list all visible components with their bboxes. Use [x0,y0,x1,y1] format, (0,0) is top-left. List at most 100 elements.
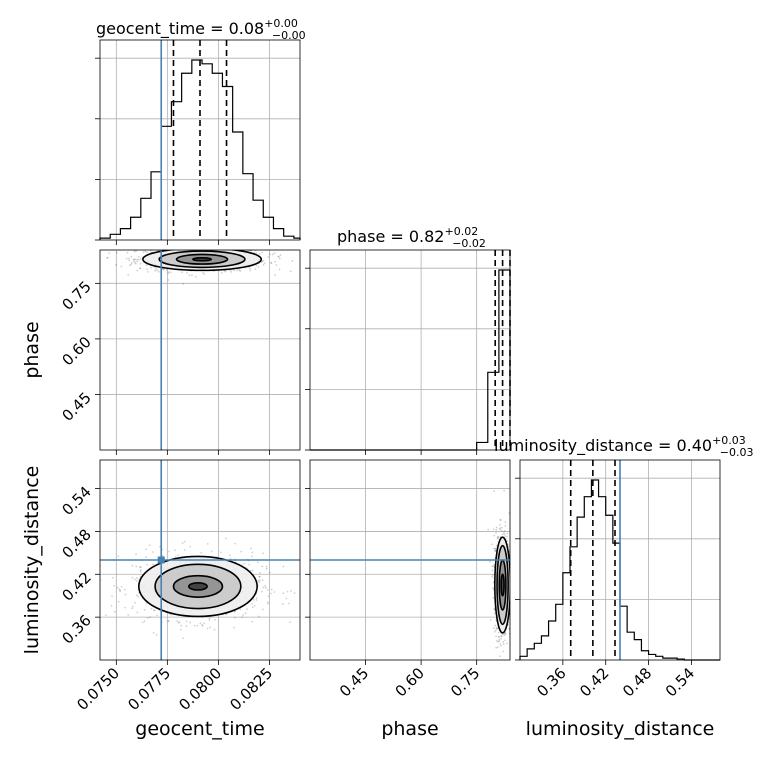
pair-geocent-time-vs-luminosity-distance-sample-point [225,613,228,616]
pair-geocent-time-vs-luminosity-distance-sample-point [143,608,146,611]
pair-geocent-time-vs-phase-ytick-label-0: 0.45 [58,389,94,425]
hist-luminosity-distance-xtick-label-3: 0.54 [662,664,698,700]
pair-geocent-time-vs-luminosity-distance-sample-point [148,544,151,547]
pair-geocent-time-vs-luminosity-distance-sample-point [111,576,114,579]
pair-geocent-time-vs-luminosity-distance-sample-point [255,597,258,600]
pair-geocent-time-vs-luminosity-distance-sample-point [133,578,136,581]
pair-phase-vs-luminosity-distance-sample-point [491,565,494,568]
pair-geocent-time-vs-luminosity-distance-sample-point [234,542,237,545]
pair-geocent-time-vs-luminosity-distance-sample-point [266,589,269,591]
pair-geocent-time-vs-luminosity-distance-ytick-label-2: 0.48 [58,526,94,562]
pair-geocent-time-vs-phase-ytick-label-1: 0.60 [58,333,94,369]
pair-phase-vs-luminosity-distance-sample-point [506,642,508,645]
pair-phase-vs-luminosity-distance-sample-point [500,637,503,640]
pair-geocent-time-vs-phase-sample-point [274,274,277,276]
pair-geocent-time-vs-phase-sample-point [227,244,229,246]
pair-geocent-time-vs-phase-sample-point [162,268,165,271]
pair-geocent-time-vs-phase-sample-point [167,271,170,274]
pair-geocent-time-vs-luminosity-distance-sample-point [252,598,255,601]
pair-geocent-time-vs-phase-sample-point [191,274,193,277]
pair-phase-vs-luminosity-distance-sample-point [504,535,507,538]
pair-phase-vs-luminosity-distance-sample-point [495,529,498,531]
pair-phase-vs-luminosity-distance-contour-0 [500,573,505,597]
pair-phase-vs-luminosity-distance-xtick-label-1: 0.60 [392,664,428,700]
pair-geocent-time-vs-luminosity-distance-sample-point [135,579,138,582]
pair-geocent-time-vs-phase-sample-point [257,266,260,268]
pair-geocent-time-vs-luminosity-distance-sample-point [124,593,127,596]
pair-phase-vs-luminosity-distance-sample-point [504,631,507,634]
pair-phase-vs-luminosity-distance-sample-point [500,644,503,647]
pair-geocent-time-vs-luminosity-distance-sample-point [135,594,138,597]
pair-phase-vs-luminosity-distance-sample-point [506,535,509,538]
pair-geocent-time-vs-phase-sample-point [291,260,294,262]
pair-geocent-time-vs-phase-sample-point [167,272,170,275]
pair-geocent-time-vs-luminosity-distance-sample-point [176,620,179,623]
pair-phase-vs-luminosity-distance-contour-3 [494,536,510,634]
pair-phase-vs-luminosity-distance-sample-point [510,601,512,603]
pair-geocent-time-vs-luminosity-distance-sample-point [123,588,126,591]
pair-geocent-time-vs-phase-sample-point [273,252,276,255]
pair-phase-vs-luminosity-distance-sample-point [491,569,494,572]
pair-phase-vs-luminosity-distance-sample-point [511,601,513,603]
pair-geocent-time-vs-phase-sample-point [176,247,178,249]
pair-geocent-time-vs-phase-sample-point [232,245,234,247]
pair-geocent-time-vs-luminosity-distance-sample-point [141,621,144,624]
pair-geocent-time-vs-phase-sample-point [289,270,292,273]
pair-geocent-time-vs-phase-sample-point [185,247,187,249]
pair-geocent-time-vs-luminosity-distance-sample-point [262,586,265,589]
pair-geocent-time-vs-luminosity-distance-sample-point [117,600,120,603]
pair-geocent-time-vs-luminosity-distance-sample-point [156,614,158,617]
pair-geocent-time-vs-phase-sample-point [228,245,230,247]
pair-phase-vs-luminosity-distance-sample-point [512,589,514,591]
pair-geocent-time-vs-luminosity-distance-sample-point [233,610,236,613]
pair-geocent-time-vs-luminosity-distance-contour-1 [172,574,224,598]
pair-geocent-time-vs-luminosity-distance-sample-point [273,591,276,593]
pair-geocent-time-vs-phase-sample-point [136,260,138,263]
pair-phase-vs-luminosity-distance-xtick-label-2: 0.75 [447,664,483,700]
pair-geocent-time-vs-luminosity-distance-sample-point [137,595,139,598]
pair-geocent-time-vs-phase-sample-point [181,271,184,274]
panel-title-geocent-time-main: geocent_time = 0.08 [96,19,264,39]
pair-geocent-time-vs-luminosity-distance-sample-point [267,595,270,598]
pair-phase-vs-luminosity-distance-sample-point [496,627,498,630]
pair-geocent-time-vs-luminosity-distance-sample-point [253,604,256,607]
pair-geocent-time-vs-luminosity-distance-xtick-label-0: 0.0750 [73,664,123,714]
pair-phase-vs-luminosity-distance-sample-point [504,524,507,527]
pair-geocent-time-vs-phase-contour-2 [158,250,246,269]
pair-geocent-time-vs-luminosity-distance-sample-point [219,551,222,554]
pair-geocent-time-vs-luminosity-distance-sample-point [208,617,211,620]
pair-phase-vs-luminosity-distance-sample-point [499,523,501,526]
pair-geocent-time-vs-luminosity-distance-sample-point [124,606,127,609]
pair-geocent-time-vs-phase-sample-point [115,251,118,254]
hist-luminosity-distance-xtick-label-2: 0.48 [619,664,655,700]
pair-geocent-time-vs-luminosity-distance-contour-2 [154,563,242,610]
pair-geocent-time-vs-luminosity-distance-sample-point [206,542,209,545]
hist-luminosity-distance-xtick-label-1: 0.42 [576,664,612,700]
pair-geocent-time-vs-phase-sample-point [128,259,131,262]
pair-geocent-time-vs-phase-sample-point [147,247,149,249]
pair-geocent-time-vs-phase-sample-point [233,269,236,272]
pair-geocent-time-vs-luminosity-distance-sample-point [201,623,204,626]
pair-geocent-time-vs-luminosity-distance-sample-point [167,619,170,622]
pair-geocent-time-vs-luminosity-distance-sample-point [114,610,116,613]
panel-title-geocent-time: geocent_time = 0.08+0.00 −0.00 [96,17,306,42]
pair-geocent-time-vs-phase-sample-point [161,268,164,271]
pair-phase-vs-luminosity-distance-frame [309,459,511,661]
pair-phase-vs-luminosity-distance-sample-point [491,575,493,578]
pair-geocent-time-vs-luminosity-distance-ytick-label-1: 0.42 [58,568,94,604]
pair-phase-vs-luminosity-distance-sample-point [512,629,514,631]
pair-phase-vs-luminosity-distance-sample-point [511,573,513,575]
pair-geocent-time-vs-luminosity-distance-sample-point [258,575,261,578]
pair-phase-vs-luminosity-distance-sample-point [511,579,513,581]
pair-geocent-time-vs-luminosity-distance-sample-point [139,566,142,568]
pair-geocent-time-vs-luminosity-distance-sample-point [131,564,134,567]
pair-phase-vs-luminosity-distance-sample-point [496,646,499,649]
pair-geocent-time-vs-luminosity-distance-sample-point [244,612,247,615]
pair-phase-vs-luminosity-distance-sample-point [497,640,500,643]
pair-phase-vs-luminosity-distance-sample-point [512,565,514,567]
pair-geocent-time-vs-phase-sample-point [133,250,136,253]
pair-geocent-time-vs-luminosity-distance-sample-point [200,551,203,554]
pair-geocent-time-vs-luminosity-distance-xtick-label-2: 0.0800 [175,664,225,714]
pair-geocent-time-vs-luminosity-distance-sample-point [251,602,254,605]
